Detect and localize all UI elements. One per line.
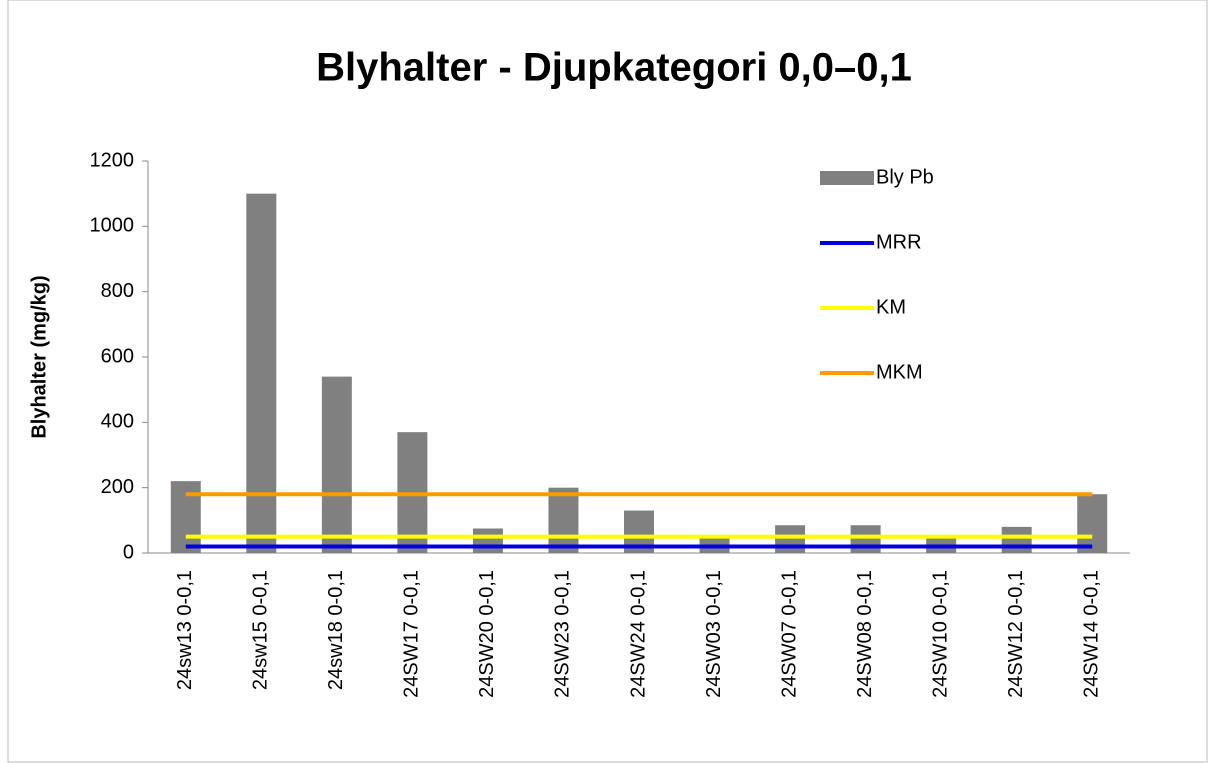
y-tick-label: 1000 xyxy=(90,215,135,237)
legend-label: Bly Pb xyxy=(876,166,934,188)
x-tick-label: 24SW20 0-0,1 xyxy=(476,570,498,698)
x-tick-label: 24SW10 0-0,1 xyxy=(929,570,951,698)
x-tick-label: 24SW14 0-0,1 xyxy=(1081,570,1103,698)
chart-title: Blyhalter - Djupkategori 0,0–0,1 xyxy=(316,46,912,90)
bar xyxy=(472,528,503,553)
y-tick-label: 0 xyxy=(123,541,134,563)
chart-frame xyxy=(7,0,1208,763)
x-tick-label: 24SW03 0-0,1 xyxy=(703,570,725,698)
x-tick-label: 24SW23 0-0,1 xyxy=(552,570,574,698)
legend-label: MRR xyxy=(876,231,922,253)
y-tick-label: 800 xyxy=(101,280,134,302)
y-tick-label: 1200 xyxy=(90,149,135,171)
legend-swatch xyxy=(820,171,874,185)
legend-label: MKM xyxy=(876,361,923,383)
x-tick-label: 24sw15 0-0,1 xyxy=(250,570,272,690)
x-tick-label: 24SW08 0-0,1 xyxy=(854,570,876,698)
bar xyxy=(321,376,352,553)
bar xyxy=(170,481,201,553)
x-tick-label: 24SW12 0-0,1 xyxy=(1005,570,1027,698)
bar xyxy=(1077,494,1108,553)
x-tick-label: 24SW24 0-0,1 xyxy=(627,570,649,698)
bar xyxy=(548,487,579,553)
bar xyxy=(246,193,277,553)
bar xyxy=(850,525,881,553)
y-axis-label: Blyhalter (mg/kg) xyxy=(28,275,50,438)
x-tick-label: 24sw13 0-0,1 xyxy=(174,570,196,690)
y-tick-label: 200 xyxy=(101,476,134,498)
x-tick-label: 24SW07 0-0,1 xyxy=(778,570,800,698)
bar xyxy=(1001,526,1032,553)
x-tick-label: 24sw18 0-0,1 xyxy=(325,570,347,690)
y-tick-label: 600 xyxy=(101,345,134,367)
x-tick-label: 24SW17 0-0,1 xyxy=(401,570,423,698)
y-tick-label: 400 xyxy=(101,411,134,433)
bar xyxy=(775,525,806,553)
legend-label: KM xyxy=(876,296,906,318)
